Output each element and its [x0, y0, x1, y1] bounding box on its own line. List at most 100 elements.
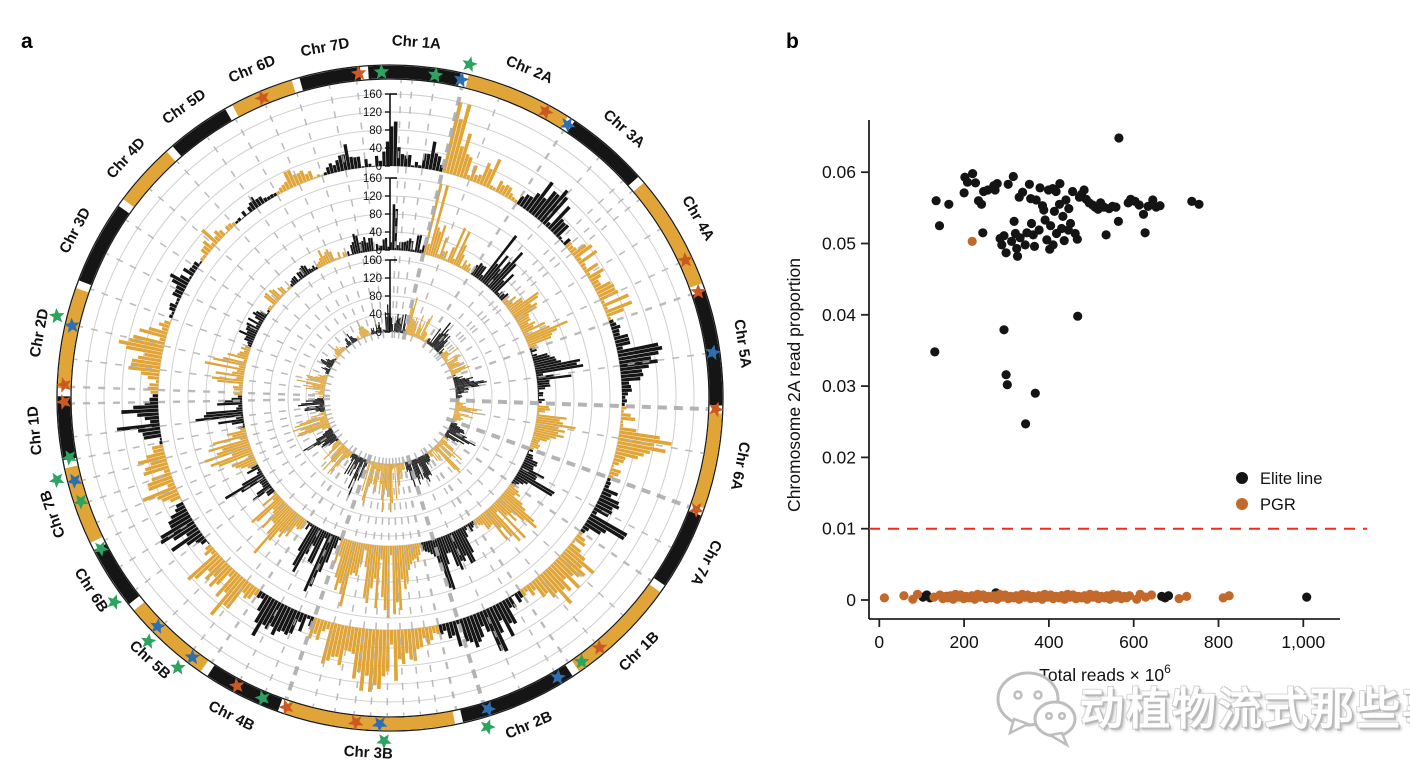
- histogram-bar: [385, 463, 388, 491]
- histogram-bar: [507, 486, 521, 498]
- data-point-elite: [1009, 216, 1019, 226]
- histogram-bar: [441, 352, 449, 358]
- histogram-bar: [505, 488, 516, 497]
- radial-axis-tick-label: 120: [363, 191, 382, 203]
- histogram-bar: [532, 436, 547, 442]
- chromosome-label: Chr 5A: [730, 318, 754, 369]
- histogram-bar: [352, 233, 359, 254]
- data-point-elite: [1065, 218, 1076, 229]
- histogram-track-2-Chr-7A: [511, 448, 555, 497]
- x-axis-title: Total reads × 106: [1039, 662, 1171, 685]
- histogram-bar: [168, 306, 176, 312]
- histogram-bar: [434, 446, 456, 471]
- histogram-bar: [305, 382, 326, 387]
- histogram-bar: [310, 268, 315, 272]
- histogram-bar: [337, 625, 348, 666]
- histogram-bar: [421, 244, 426, 254]
- histogram-bar: [620, 364, 649, 372]
- histogram-track-2-Chr-3B: [333, 538, 422, 618]
- data-point-elite: [1049, 206, 1059, 216]
- dashed-spoke: [164, 439, 349, 624]
- ring-segment-Chr-7A: [654, 511, 701, 586]
- histogram-bar: [419, 315, 434, 340]
- histogram-bar: [265, 487, 274, 495]
- histogram-bar: [501, 493, 535, 523]
- histogram-bar: [395, 320, 397, 333]
- data-point-elite: [1002, 380, 1012, 390]
- histogram-bar: [254, 315, 264, 323]
- histogram-bar: [462, 156, 473, 179]
- histogram-bar: [406, 461, 413, 481]
- histogram-bar: [375, 243, 379, 251]
- histogram-bar: [415, 458, 419, 464]
- radial-axis-tick-label: 80: [369, 125, 382, 137]
- histogram-bar: [172, 291, 182, 299]
- histogram-bar: [449, 104, 472, 175]
- histogram-bar: [518, 469, 537, 481]
- histogram-bar: [312, 529, 323, 547]
- histogram-track-1-Chr-6A: [608, 406, 672, 479]
- histogram-bar: [516, 195, 525, 206]
- histogram-bar: [319, 395, 324, 397]
- histogram-bar: [495, 500, 517, 522]
- histogram-bar: [407, 629, 414, 660]
- data-point-pgr: [912, 589, 923, 599]
- y-tick-label: 0.03: [822, 376, 856, 396]
- histogram-bar: [401, 545, 407, 590]
- histogram-bar: [482, 512, 493, 526]
- histogram-track-1-Chr-1A: [372, 121, 444, 172]
- radial-axis-tick-label: 120: [363, 273, 382, 285]
- histogram-bar: [215, 371, 244, 378]
- dashed-spoke: [395, 457, 422, 715]
- histogram-bar: [251, 598, 276, 637]
- histogram-track-1-Chr-2B: [438, 590, 524, 652]
- dashed-spoke: [440, 228, 661, 367]
- histogram-bar: [137, 412, 159, 417]
- histogram-bar: [445, 622, 453, 639]
- histogram-bar: [620, 369, 643, 375]
- histogram-bar: [587, 267, 605, 280]
- histogram-bar: [525, 320, 568, 341]
- histogram-bar: [438, 624, 444, 635]
- histogram-bar: [317, 261, 323, 268]
- histogram-bar: [212, 434, 247, 446]
- histogram-bar: [359, 337, 361, 340]
- star-icon: [481, 701, 497, 717]
- histogram-bar: [338, 538, 346, 556]
- histogram-bar: [354, 337, 358, 342]
- histogram-bar: [304, 421, 329, 431]
- histogram-bar: [295, 517, 304, 527]
- histogram-bar: [423, 541, 428, 552]
- histogram-bar: [374, 462, 378, 470]
- radial-axis-tick-label: 0: [376, 327, 382, 339]
- histogram-track-3-Chr-2D: [296, 374, 328, 397]
- histogram-bar: [272, 501, 286, 514]
- histogram-bar: [472, 613, 485, 638]
- histogram-track-1-Chr-1D: [116, 394, 163, 445]
- histogram-bar: [247, 206, 253, 213]
- histogram-bar: [442, 352, 450, 359]
- histogram-bar: [356, 335, 360, 340]
- histogram-bar: [248, 201, 256, 211]
- histogram-bar: [271, 504, 289, 522]
- histogram-bar: [472, 174, 479, 183]
- dashed-spoke: [413, 452, 521, 689]
- histogram-bar: [349, 456, 360, 477]
- histogram-bar: [399, 463, 403, 477]
- histogram-bar: [261, 480, 268, 486]
- histogram-bar: [312, 401, 325, 403]
- histogram-bar: [213, 230, 224, 240]
- star-icon: [254, 690, 270, 706]
- histogram-bar: [438, 237, 448, 259]
- histogram-bar: [440, 251, 446, 260]
- histogram-bar: [342, 450, 351, 461]
- histogram-bar: [479, 162, 492, 186]
- histogram-bar: [413, 333, 416, 337]
- histogram-bar: [253, 588, 261, 597]
- histogram-track-1-Chr-6D: [276, 169, 324, 195]
- histogram-bar: [322, 446, 346, 471]
- histogram-bar: [353, 157, 358, 169]
- histogram-bar: [352, 542, 361, 574]
- histogram-bar: [431, 625, 436, 634]
